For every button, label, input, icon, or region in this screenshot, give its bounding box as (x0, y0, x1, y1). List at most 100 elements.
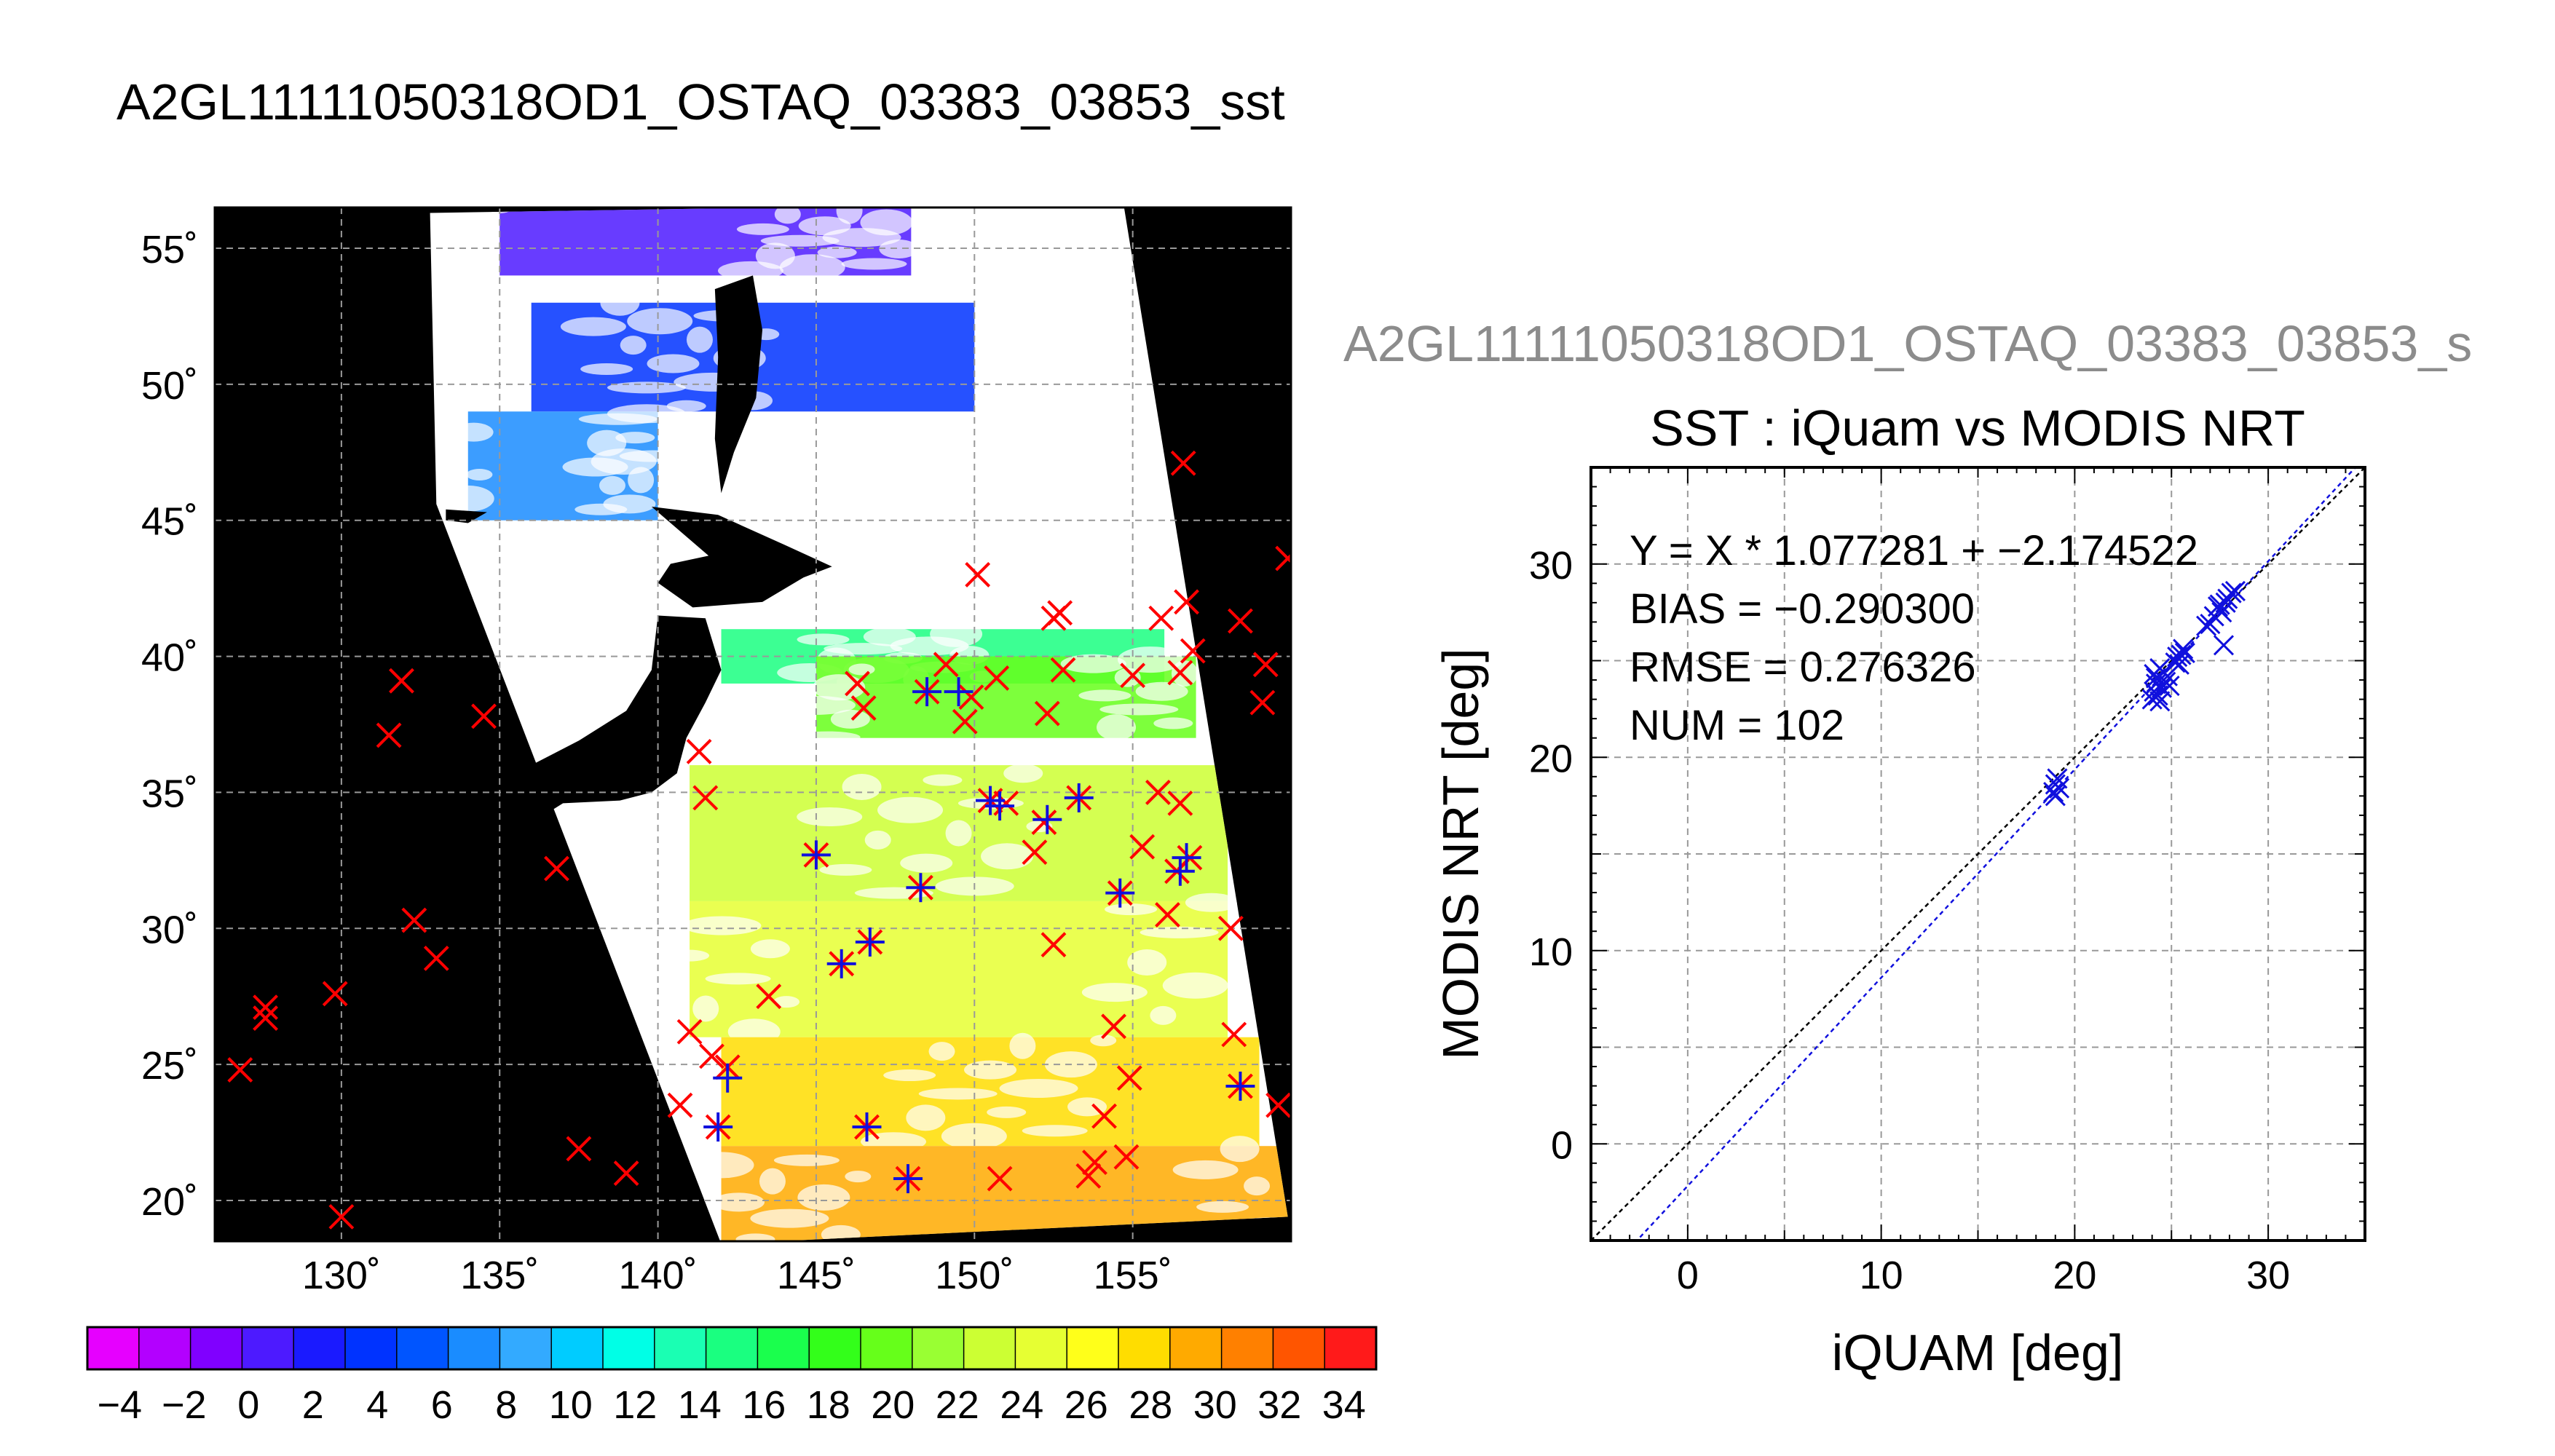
colorbar-cell (654, 1327, 707, 1369)
cloud-patch (682, 916, 762, 935)
buoy-marker-red (389, 668, 414, 694)
cloud-patch (797, 1184, 850, 1211)
buoy-marker-red (544, 855, 569, 882)
cloud-patch (1150, 1005, 1177, 1025)
cloud-patch (877, 796, 944, 823)
scatter-y-tick-label: 10 (1529, 930, 1573, 974)
buoy-marker-red (471, 703, 497, 729)
cloud-patch (1105, 903, 1158, 916)
colorbar-cell (861, 1327, 913, 1369)
cloud-patch (599, 475, 625, 495)
buoy-marker-red (1145, 780, 1171, 805)
cloud-patch (1117, 646, 1183, 673)
cloud-patch (1172, 1160, 1239, 1179)
cloud-patch (836, 207, 863, 224)
cloud-patch (918, 1088, 998, 1100)
buoy-marker-red (756, 984, 782, 1010)
colorbar-cells (87, 1327, 1377, 1369)
colorbar-tick-label: 14 (678, 1383, 722, 1427)
buoy-marker-red (1101, 1013, 1126, 1040)
cloud-patch (928, 1042, 955, 1061)
colorbar-tick-label: 32 (1257, 1383, 1301, 1427)
colorbar-tick-label: 22 (936, 1383, 979, 1427)
colorbar-cell (551, 1327, 604, 1369)
map-x-tick-label: 150˚ (935, 1254, 1014, 1297)
colorbar-tick-label: 12 (613, 1383, 657, 1427)
colorbar-cell (963, 1327, 1016, 1369)
scatter-y-label: MODIS NRT [deg] (1432, 648, 1489, 1059)
scatter-annotations: Y = X * 1.077281 + −2.174522 BIAS = −0.2… (1630, 527, 2198, 749)
cloud-patch (735, 1233, 775, 1241)
scatter-point (2168, 654, 2189, 675)
cloud-patch (981, 843, 1034, 870)
cloud-patch (945, 820, 972, 847)
buoy-marker-red (1228, 608, 1253, 634)
buoy-marker-red (1034, 700, 1060, 727)
colorbar-tick-label: 10 (549, 1383, 593, 1427)
regression-fit-line (1635, 467, 2357, 1241)
matchup-marker-blue (912, 677, 942, 707)
cloud-patch (1140, 926, 1219, 938)
colorbar-cell (1067, 1327, 1119, 1369)
cloud-patch (1022, 1125, 1088, 1137)
colorbar-tick-label: 18 (807, 1383, 850, 1427)
cloud-patch (923, 774, 963, 786)
scatter-y-tick-label: 0 (1551, 1123, 1573, 1167)
colorbar-cell (396, 1327, 449, 1369)
buoy-marker-red (1047, 600, 1073, 626)
colorbar-tick-label: 24 (1000, 1383, 1043, 1427)
colorbar-tick-label: 30 (1193, 1383, 1237, 1427)
scatter-y-tick-label: 20 (1529, 737, 1573, 780)
colorbar-cell (1221, 1327, 1273, 1369)
cloud-patch (736, 223, 789, 235)
cloud-patch (1162, 972, 1228, 999)
buoy-marker-red (1148, 605, 1174, 631)
buoy-marker-red (850, 695, 877, 721)
map-x-tick-label: 135˚ (460, 1254, 539, 1297)
colorbar-tick-label: 16 (742, 1383, 786, 1427)
matchup-marker-blue (703, 1112, 733, 1142)
scatter-point (2173, 638, 2194, 660)
cloud-patch (578, 413, 657, 425)
buoy-marker-red (1113, 1144, 1140, 1170)
colorbar-cell (809, 1327, 861, 1369)
colorbar-tick-label: 20 (871, 1383, 915, 1427)
matchup-marker-blue (801, 840, 831, 870)
buoy-marker-red (686, 738, 712, 764)
colorbar-cell (190, 1327, 242, 1369)
buoy-marker-red (1155, 902, 1180, 927)
cloud-patch (562, 457, 628, 477)
cloud-patch (813, 674, 866, 701)
cloud-patch (1171, 660, 1198, 687)
colorbar-cell (1015, 1327, 1067, 1369)
scatter-y-tick-label: 30 (1529, 544, 1573, 587)
cloud-patch (1153, 717, 1193, 729)
buoy-marker-red (1167, 790, 1193, 816)
land-mass (446, 509, 487, 523)
cloud-patch (1220, 1136, 1260, 1163)
map-y-tick-label: 45˚ (141, 500, 198, 544)
buoy-marker-red (227, 1057, 253, 1083)
matchup-marker-blue (713, 1063, 743, 1093)
cloud-patch (776, 695, 856, 715)
colorbar-tick-label: 0 (237, 1383, 259, 1427)
colorbar-cell (757, 1327, 810, 1369)
colorbar: −4 −2 0 2 4 6 8 10 12 14 16 18 20 22 24 26 28 30 32 34 (86, 1326, 1378, 1427)
colorbar-tick-label: 4 (366, 1383, 388, 1427)
scatter-file-title: A2GL11111050318OD1_OSTAQ_03383_03853_s (1343, 315, 2473, 372)
buoy-marker-red (1075, 1163, 1102, 1189)
buoy-marker-red (952, 708, 978, 735)
land-masses (335, 275, 832, 901)
buoy-marker-red (376, 722, 402, 748)
scatter-point (2141, 689, 2163, 710)
cloud-patch (1196, 1200, 1249, 1213)
colorbar-frame (86, 1326, 1378, 1371)
matchup-marker-blue (1225, 1072, 1255, 1101)
buoy-marker-red (1167, 660, 1193, 686)
scatter-point (2144, 664, 2165, 685)
cloud-patch (779, 254, 845, 281)
buoy-marker-red (1120, 662, 1146, 689)
colorbar-cell (912, 1327, 965, 1369)
buoy-marker-red (1031, 810, 1057, 835)
cloud-patch (819, 863, 872, 876)
